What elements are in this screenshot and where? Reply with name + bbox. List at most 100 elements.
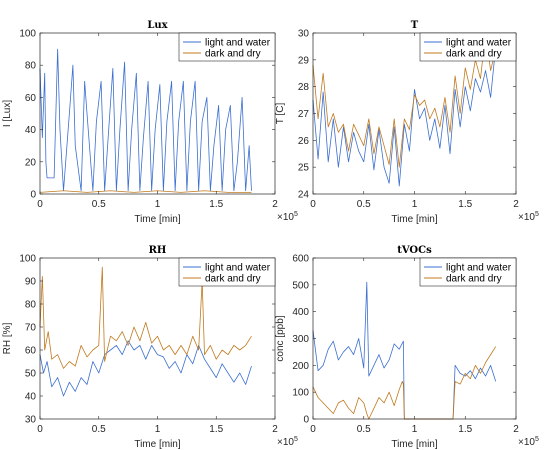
x-tick-label: 1.5 <box>458 424 472 435</box>
y-tick-label: 27 <box>298 109 310 120</box>
y-tick-label: 25 <box>298 163 310 174</box>
chart-title: T <box>411 20 419 31</box>
legend-box <box>419 257 517 287</box>
y-tick-label: 24 <box>298 190 310 201</box>
chart-title: RH <box>149 245 167 256</box>
y-tick-label: 30 <box>25 415 37 426</box>
y-tick-label: 100 <box>292 388 309 399</box>
x-axis-multiplier: ×105 <box>277 436 298 448</box>
x-tick-label: 1 <box>412 424 418 435</box>
x-axis-multiplier: ×105 <box>518 436 539 448</box>
x-axis-multiplier-base: ×10 <box>277 437 294 448</box>
series-line-dark-and-dry <box>312 32 497 168</box>
x-axis-label: Time [min] <box>391 439 438 450</box>
y-tick-label: 80 <box>25 300 37 311</box>
x-axis-multiplier: ×105 <box>277 211 298 223</box>
y-tick-label: 300 <box>292 334 309 345</box>
series-line-light-and-water <box>312 281 497 420</box>
y-tick-label: 29 <box>298 55 310 66</box>
y-tick-label: 600 <box>292 254 309 265</box>
chart-panel-2: 0 0.5 1 1.5 2 30 40 50 60 70 80 90 100 RH Time [min] RH… <box>2 245 298 450</box>
y-tick-label: 28 <box>298 82 310 93</box>
x-tick-label: 2 <box>272 424 278 435</box>
y-axis-label: RH [%] <box>2 322 13 354</box>
x-axis-multiplier-exponent: 5 <box>294 211 298 218</box>
x-axis-label: Time [min] <box>134 214 181 225</box>
y-tick-label: 30 <box>298 29 310 40</box>
x-tick-label: 0 <box>310 199 316 210</box>
series-line-dark-and-dry <box>39 266 252 369</box>
x-tick-label: 0 <box>37 424 43 435</box>
x-tick-label: 0.5 <box>357 424 371 435</box>
x-tick-label: 2 <box>513 424 519 435</box>
legend-entry: dark and dry <box>205 49 261 60</box>
x-tick-label: 1 <box>155 199 161 210</box>
y-tick-label: 500 <box>292 280 309 291</box>
chart-panel-3: 0 0.5 1 1.5 2 0 100 200 300 400 500 600 tVOCs Time [m… <box>275 245 539 450</box>
x-tick-label: 1.5 <box>209 424 223 435</box>
y-tick-label: 70 <box>25 323 37 334</box>
y-tick-label: 40 <box>25 392 37 403</box>
y-tick-label: 26 <box>298 136 310 147</box>
y-tick-label: 50 <box>25 369 37 380</box>
series-line-dark-and-dry <box>312 346 497 420</box>
series-line-light-and-water <box>39 48 252 192</box>
x-tick-label: 2 <box>272 199 278 210</box>
legend-entry: dark and dry <box>446 274 502 285</box>
x-tick-label: 1.5 <box>209 199 223 210</box>
legend-box <box>419 32 517 62</box>
y-tick-label: 20 <box>25 157 37 168</box>
x-tick-label: 0.5 <box>92 424 106 435</box>
legend-entry: light and water <box>205 38 271 49</box>
chart-title: tVOCs <box>397 245 432 256</box>
x-axis-multiplier: ×105 <box>518 211 539 223</box>
x-tick-label: 0.5 <box>92 199 106 210</box>
series-line-light-and-water <box>312 46 497 187</box>
chart-title: Lux <box>147 20 168 31</box>
y-tick-label: 200 <box>292 361 309 372</box>
legend-entry: light and water <box>446 38 512 49</box>
y-tick-label: 0 <box>303 415 309 426</box>
x-axis-label: Time [min] <box>391 214 438 225</box>
y-tick-label: 90 <box>25 277 37 288</box>
x-axis-multiplier-base: ×10 <box>518 437 535 448</box>
x-axis-multiplier-base: ×10 <box>518 212 535 223</box>
x-tick-label: 0 <box>310 424 316 435</box>
y-tick-label: 40 <box>25 125 37 136</box>
x-tick-label: 1 <box>412 199 418 210</box>
legend-entry: dark and dry <box>205 274 261 285</box>
legend-entry: light and water <box>205 263 271 274</box>
x-tick-label: 2 <box>513 199 519 210</box>
y-tick-label: 100 <box>19 254 36 265</box>
y-tick-label: 60 <box>25 93 37 104</box>
y-axis-label: I [Lux] <box>2 100 13 127</box>
y-tick-label: 100 <box>19 29 36 40</box>
x-axis-multiplier-exponent: 5 <box>294 436 298 443</box>
series-line-light-and-water <box>39 340 252 397</box>
legend-box <box>178 257 276 287</box>
x-axis-multiplier-exponent: 5 <box>535 211 539 218</box>
legend-entry: light and water <box>446 263 512 274</box>
y-tick-label: 400 <box>292 307 309 318</box>
x-axis-multiplier-base: ×10 <box>277 212 294 223</box>
x-axis-multiplier-exponent: 5 <box>535 436 539 443</box>
x-axis-label: Time [min] <box>134 439 181 450</box>
y-axis-label: T [C] <box>275 103 286 125</box>
legend-box <box>178 32 276 62</box>
legend-entry: dark and dry <box>446 49 502 60</box>
x-tick-label: 1.5 <box>458 199 472 210</box>
y-tick-label: 0 <box>30 190 36 201</box>
y-tick-label: 60 <box>25 346 37 357</box>
y-axis-label: conc [ppb] <box>275 315 286 361</box>
x-tick-label: 0 <box>37 199 43 210</box>
x-tick-label: 0.5 <box>357 199 371 210</box>
y-tick-label: 80 <box>25 61 37 72</box>
x-tick-label: 1 <box>155 424 161 435</box>
